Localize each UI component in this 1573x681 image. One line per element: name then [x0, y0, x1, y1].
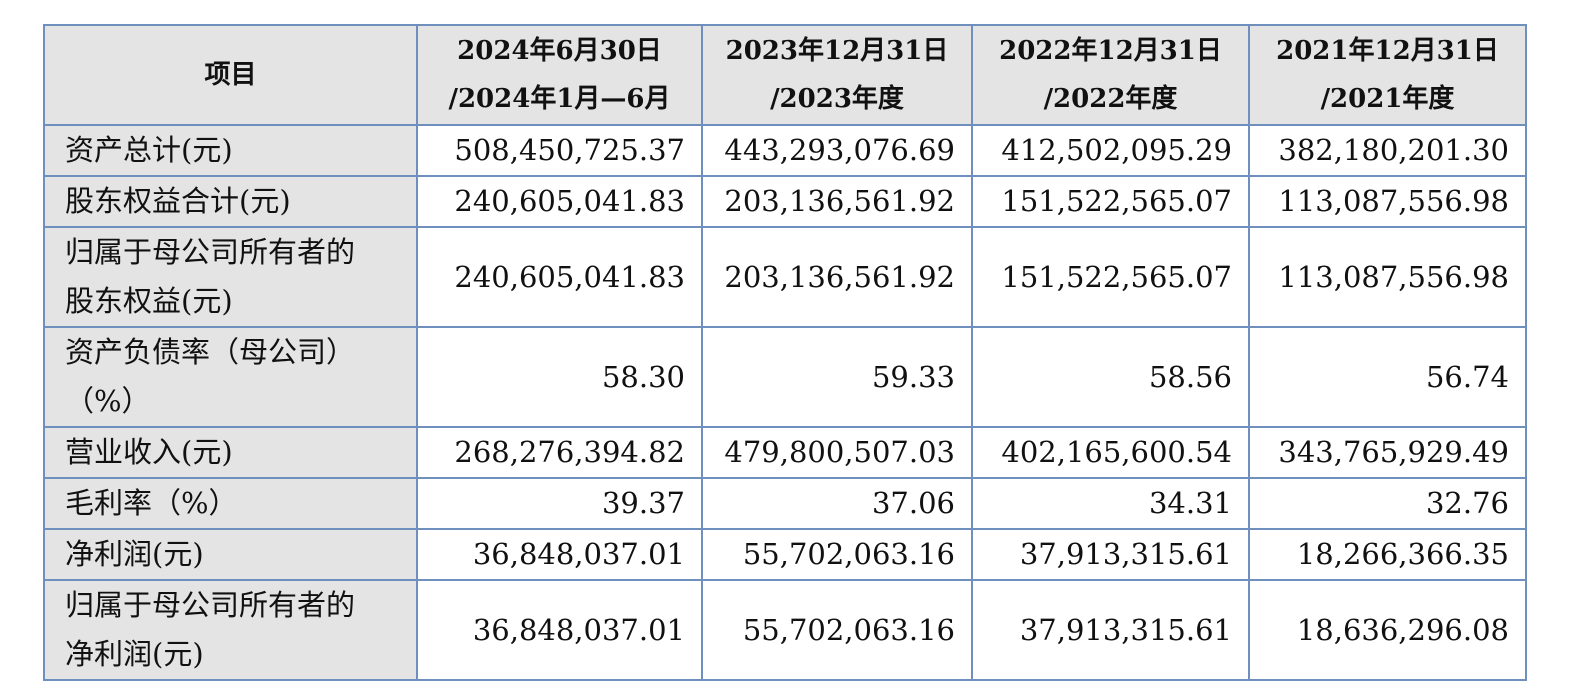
row-label: 净利润(元)	[43, 528, 418, 581]
row-label: 资产负债率（母公司） （%）	[43, 326, 418, 428]
header-date: 2022年12月31日	[999, 36, 1222, 66]
value-cell: 55,702,063.16	[701, 528, 973, 581]
value-cell: 240,605,041.83	[416, 175, 703, 228]
value-cell: 479,800,507.03	[701, 426, 973, 479]
row-label-line: 归属于母公司所有者的	[65, 235, 356, 269]
row-label-line: 股东权益合计(元)	[65, 184, 291, 218]
table-row: 归属于母公司所有者的 股东权益(元) 240,605,041.83 203,136…	[43, 226, 1527, 328]
value-cell: 443,293,076.69	[701, 124, 973, 177]
value-cell: 32.76	[1248, 477, 1527, 530]
row-label-line: 股东权益(元)	[65, 284, 233, 318]
table-header: 项目 2024年6月30日 /2024年1月—6月 2023年12月31日 /2…	[43, 24, 1527, 126]
table-row: 资产负债率（母公司） （%） 58.30 59.33 58.56 56.74	[43, 326, 1527, 428]
header-date: 2021年12月31日	[1276, 36, 1499, 66]
value-cell: 37,913,315.61	[971, 579, 1250, 681]
value-cell: 18,266,366.35	[1248, 528, 1527, 581]
header-period: /2021年度	[1320, 84, 1455, 114]
header-period-2024h1: 2024年6月30日 /2024年1月—6月	[416, 24, 703, 126]
header-period: /2022年度	[1043, 84, 1178, 114]
value-cell: 268,276,394.82	[416, 426, 703, 479]
table-row: 毛利率（%） 39.37 37.06 34.31 32.76	[43, 477, 1527, 530]
value-cell: 203,136,561.92	[701, 175, 973, 228]
value-cell: 39.37	[416, 477, 703, 530]
header-period-2022: 2022年12月31日 /2022年度	[971, 24, 1250, 126]
row-label-line: 净利润(元)	[65, 637, 204, 671]
financial-summary-table: 项目 2024年6月30日 /2024年1月—6月 2023年12月31日 /2…	[43, 24, 1527, 681]
table-body: 资产总计(元) 508,450,725.37 443,293,076.69 41…	[43, 124, 1527, 681]
row-label: 股东权益合计(元)	[43, 175, 418, 228]
row-label: 毛利率（%）	[43, 477, 418, 530]
value-cell: 37,913,315.61	[971, 528, 1250, 581]
row-label-line: （%）	[65, 384, 151, 418]
value-cell: 55,702,063.16	[701, 579, 973, 681]
value-cell: 382,180,201.30	[1248, 124, 1527, 177]
row-label-line: 净利润(元)	[65, 537, 204, 571]
value-cell: 34.31	[971, 477, 1250, 530]
value-cell: 36,848,037.01	[416, 528, 703, 581]
value-cell: 59.33	[701, 326, 973, 428]
row-label-line: 资产总计(元)	[65, 133, 233, 167]
header-period-2021: 2021年12月31日 /2021年度	[1248, 24, 1527, 126]
table-row: 资产总计(元) 508,450,725.37 443,293,076.69 41…	[43, 124, 1527, 177]
row-label: 资产总计(元)	[43, 124, 418, 177]
header-item: 项目	[43, 24, 418, 126]
value-cell: 343,765,929.49	[1248, 426, 1527, 479]
header-item-label: 项目	[204, 60, 257, 90]
value-cell: 113,087,556.98	[1248, 175, 1527, 228]
value-cell: 412,502,095.29	[971, 124, 1250, 177]
row-label: 营业收入(元)	[43, 426, 418, 479]
header-period: /2023年度	[770, 84, 904, 114]
table-row: 股东权益合计(元) 240,605,041.83 203,136,561.92 …	[43, 175, 1527, 228]
value-cell: 113,087,556.98	[1248, 226, 1527, 328]
table-row: 归属于母公司所有者的 净利润(元) 36,848,037.01 55,702,06…	[43, 579, 1527, 681]
value-cell: 37.06	[701, 477, 973, 530]
value-cell: 203,136,561.92	[701, 226, 973, 328]
value-cell: 58.56	[971, 326, 1250, 428]
row-label-line: 营业收入(元)	[65, 435, 233, 469]
row-label: 归属于母公司所有者的 股东权益(元)	[43, 226, 418, 328]
value-cell: 508,450,725.37	[416, 124, 703, 177]
header-period: /2024年1月—6月	[448, 84, 671, 114]
header-date: 2023年12月31日	[725, 36, 949, 66]
table-row: 净利润(元) 36,848,037.01 55,702,063.16 37,91…	[43, 528, 1527, 581]
value-cell: 56.74	[1248, 326, 1527, 428]
header-period-2023: 2023年12月31日 /2023年度	[701, 24, 973, 126]
value-cell: 36,848,037.01	[416, 579, 703, 681]
row-label-line: 归属于母公司所有者的	[65, 588, 356, 622]
header-date: 2024年6月30日	[457, 36, 662, 66]
row-label-line: 资产负债率（母公司）	[65, 335, 356, 369]
table-row: 营业收入(元) 268,276,394.82 479,800,507.03 40…	[43, 426, 1527, 479]
row-label-line: 毛利率（%）	[65, 486, 238, 520]
value-cell: 18,636,296.08	[1248, 579, 1527, 681]
value-cell: 151,522,565.07	[971, 226, 1250, 328]
financial-summary-table-container: 项目 2024年6月30日 /2024年1月—6月 2023年12月31日 /2…	[43, 24, 1527, 681]
value-cell: 240,605,041.83	[416, 226, 703, 328]
value-cell: 151,522,565.07	[971, 175, 1250, 228]
value-cell: 58.30	[416, 326, 703, 428]
value-cell: 402,165,600.54	[971, 426, 1250, 479]
header-row: 项目 2024年6月30日 /2024年1月—6月 2023年12月31日 /2…	[43, 24, 1527, 126]
row-label: 归属于母公司所有者的 净利润(元)	[43, 579, 418, 681]
